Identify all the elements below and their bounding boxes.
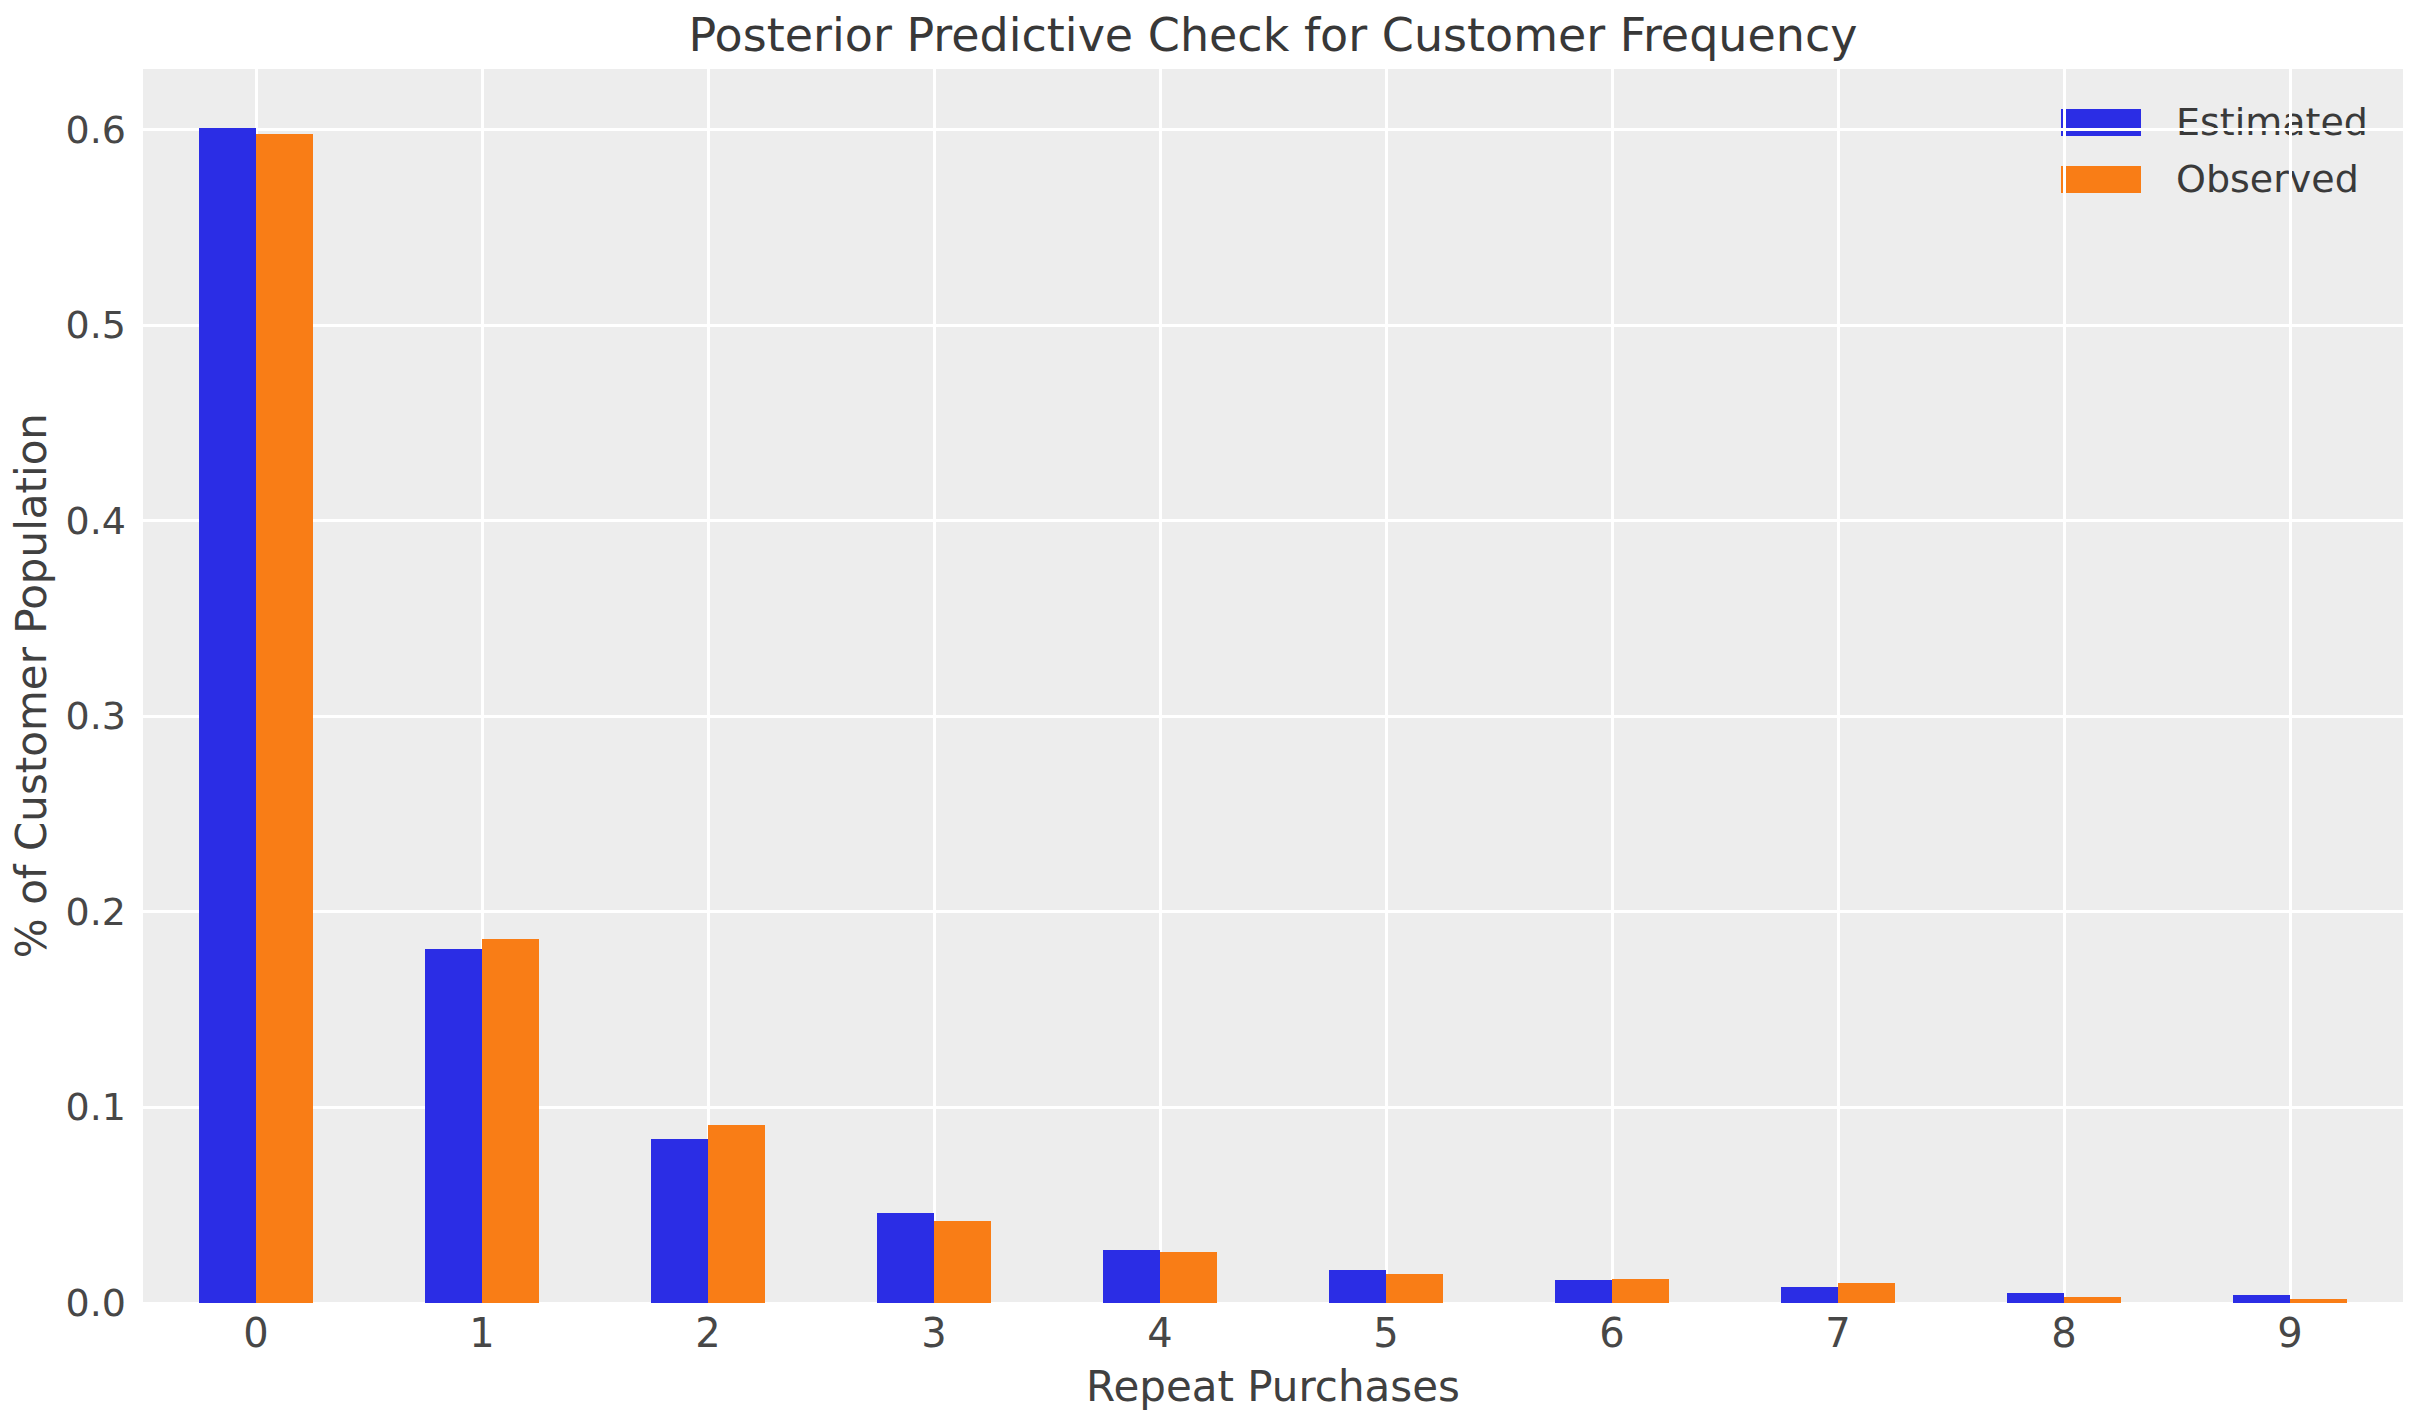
bar-observed-9: [2290, 1299, 2347, 1303]
x-gridline: [1837, 69, 1840, 1303]
legend-item-estimated: Estimated: [2061, 102, 2368, 142]
x-gridline: [1611, 69, 1614, 1303]
y-tick-label: 0.1: [66, 1088, 126, 1126]
bar-observed-8: [2064, 1297, 2121, 1303]
y-tick-label: 0.5: [66, 306, 126, 344]
x-tick-label: 5: [1326, 1312, 1446, 1354]
x-gridline: [1385, 69, 1388, 1303]
figure: Posterior Predictive Check for Customer …: [0, 0, 2423, 1423]
x-axis-label: Repeat Purchases: [143, 1362, 2403, 1411]
x-tick-label: 8: [2004, 1312, 2124, 1354]
x-tick-label: 1: [422, 1312, 542, 1354]
bar-estimated-6: [1555, 1280, 1612, 1303]
bar-estimated-7: [1781, 1287, 1838, 1303]
x-gridline: [2063, 69, 2066, 1303]
legend-item-observed: Observed: [2061, 159, 2368, 199]
legend-label-observed: Observed: [2176, 159, 2359, 199]
y-tick-label: 0.4: [66, 502, 126, 540]
bar-observed-5: [1386, 1274, 1443, 1303]
y-tick-label: 0.0: [66, 1284, 126, 1322]
bar-observed-6: [1612, 1279, 1669, 1303]
x-tick-label: 7: [1778, 1312, 1898, 1354]
legend-label-estimated: Estimated: [2176, 102, 2368, 142]
bar-estimated-9: [2233, 1295, 2290, 1303]
y-tick-label: 0.6: [66, 111, 126, 149]
bar-estimated-1: [425, 949, 482, 1303]
bar-observed-2: [708, 1125, 765, 1303]
bar-estimated-5: [1329, 1270, 1386, 1303]
chart-title: Posterior Predictive Check for Customer …: [143, 8, 2403, 63]
x-gridline: [707, 69, 710, 1303]
bar-estimated-3: [877, 1213, 934, 1303]
x-tick-label: 2: [648, 1312, 768, 1354]
y-tick-label: 0.2: [66, 893, 126, 931]
legend: Estimated Observed: [2061, 102, 2368, 199]
bar-estimated-8: [2007, 1293, 2064, 1303]
observed-swatch-icon: [2061, 166, 2141, 193]
x-axis-ticks: 0 1 2 3 4 5 6 7 8 9: [143, 1312, 2403, 1358]
bar-observed-0: [256, 134, 313, 1303]
x-gridline: [2289, 69, 2292, 1303]
plot-area: Estimated Observed: [143, 69, 2403, 1303]
bar-estimated-0: [199, 128, 256, 1303]
x-tick-label: 4: [1100, 1312, 1220, 1354]
bar-observed-4: [1160, 1252, 1217, 1303]
x-tick-label: 6: [1552, 1312, 1672, 1354]
y-axis-ticks: 0.00.10.20.30.40.50.6: [0, 69, 126, 1303]
bar-observed-3: [934, 1221, 991, 1303]
bar-observed-1: [482, 939, 539, 1303]
bar-estimated-4: [1103, 1250, 1160, 1303]
x-tick-label: 9: [2230, 1312, 2350, 1354]
x-gridline: [1159, 69, 1162, 1303]
x-gridline: [933, 69, 936, 1303]
y-tick-label: 0.3: [66, 697, 126, 735]
x-tick-label: 3: [874, 1312, 994, 1354]
x-tick-label: 0: [196, 1312, 316, 1354]
estimated-swatch-icon: [2061, 109, 2141, 136]
bar-observed-7: [1838, 1283, 1895, 1303]
bar-estimated-2: [651, 1139, 708, 1303]
